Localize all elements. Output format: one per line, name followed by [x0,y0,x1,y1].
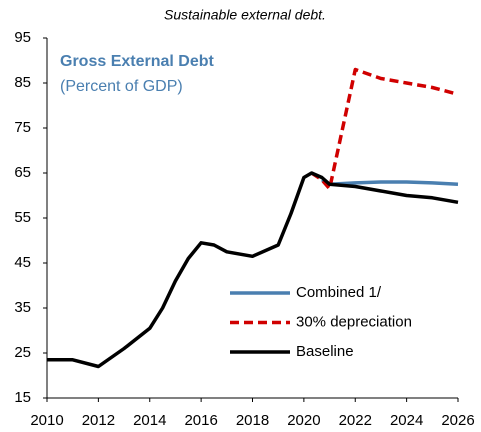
y-tick-label: 55 [14,209,31,226]
y-tick-label: 15 [14,389,31,406]
line-series [47,171,459,369]
x-tick-label: 2016 [184,412,217,429]
y-tick-label: 45 [14,254,31,271]
x-tick-label: 2026 [441,412,474,429]
x-tick-label: 2022 [339,412,372,429]
annotation: (Percent of GDP) [60,78,183,95]
line-series [310,67,459,191]
y-tick-label: 95 [14,29,31,46]
legend-label: Baseline [296,343,354,360]
legend-label: 30% depreciation [296,313,412,330]
x-tick-label: 2010 [30,412,63,429]
annotation: Gross External Debt [60,53,215,70]
y-tick-label: 65 [14,164,31,181]
chart-title: Sustainable external debt. [164,7,326,23]
x-tick-label: 2024 [390,412,423,429]
line-series [321,178,459,187]
x-tick-label: 2014 [133,412,166,429]
x-tick-label: 2012 [82,412,115,429]
y-tick-label: 35 [14,299,31,316]
y-tick-label: 75 [14,119,31,136]
y-tick-label: 25 [14,344,31,361]
x-tick-label: 2018 [236,412,269,429]
legend-label: Combined 1/ [296,284,382,301]
y-tick-label: 85 [14,74,31,91]
x-tick-label: 2020 [287,412,320,429]
